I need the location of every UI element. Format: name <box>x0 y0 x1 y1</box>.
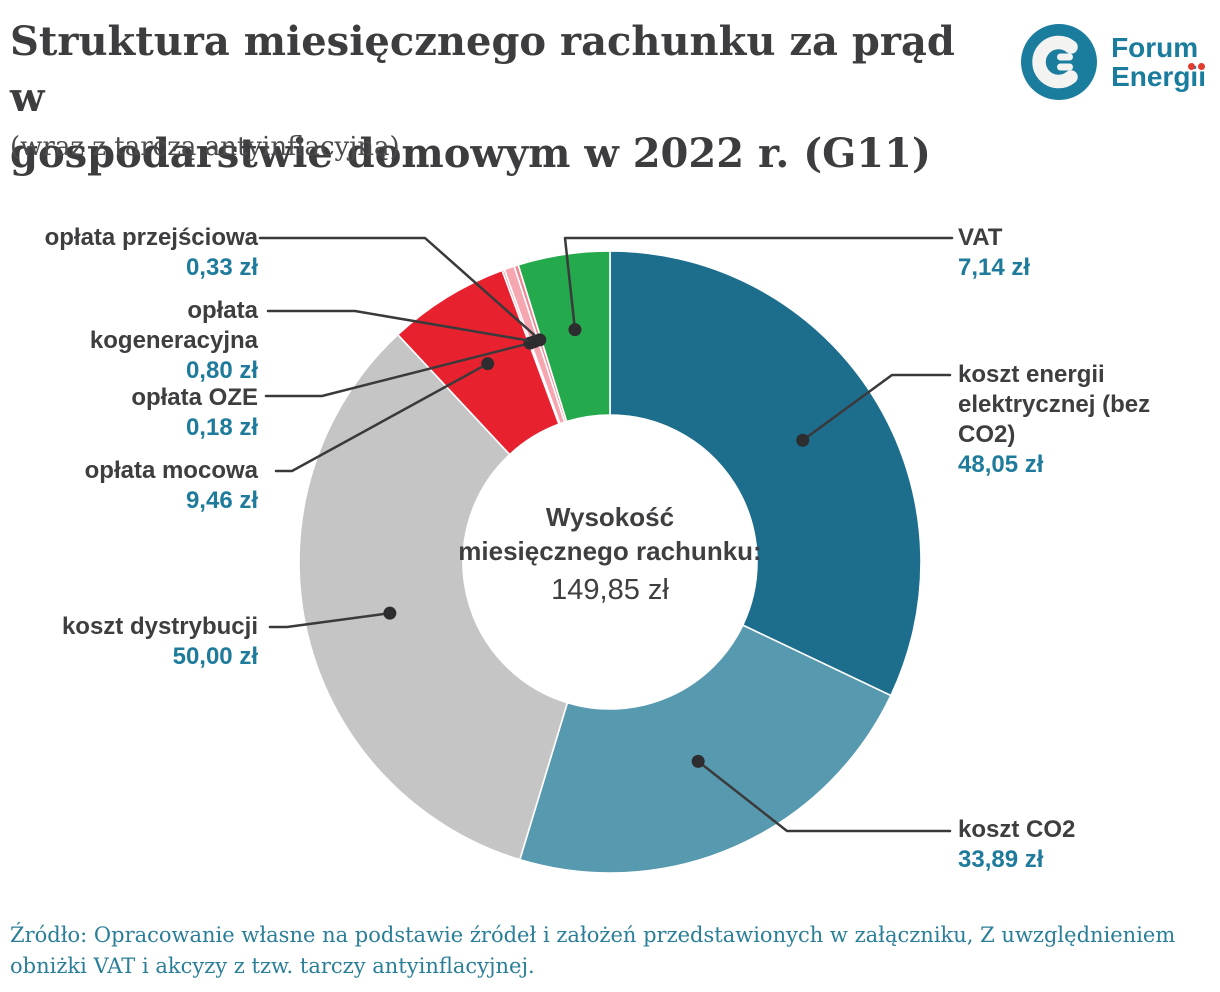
center-total-value: 149,85 zł <box>551 574 669 606</box>
leader-line-6 <box>258 236 541 342</box>
label-koszt-energii: koszt energii elektrycznej (bez CO2) 48,… <box>958 361 1151 478</box>
donut-segment-1 <box>519 624 892 874</box>
source-line-1: Źródło: Opracowanie własne na podstawie … <box>10 923 1176 947</box>
logo-word-energii: Energii <box>1111 61 1206 92</box>
donut-segment-7 <box>517 250 611 423</box>
leader-line-3 <box>274 362 489 473</box>
leader-dot-1 <box>691 754 705 768</box>
forum-energii-logo: Forum Energii <box>1019 22 1206 102</box>
logo-word-forum: Forum <box>1111 32 1199 63</box>
leader-line-4 <box>264 341 532 398</box>
leader-dot-6 <box>533 333 547 347</box>
leader-line-1 <box>696 760 952 833</box>
leader-dot-3 <box>481 357 495 371</box>
page-title: Struktura miesięcznego rachunku za prąd … <box>10 14 970 182</box>
logo-text: Forum Energii <box>1111 33 1206 91</box>
forum-energii-logo-icon <box>1021 24 1098 100</box>
leader-line-7 <box>563 236 954 331</box>
source-line-2: obniżki VAT i akcyzy z tzw. tarczy antyi… <box>10 954 535 978</box>
title-line-2: gospodarstwie domowym w 2022 r. (G11) <box>10 130 931 177</box>
center-line-2: miesięcznego rachunku: <box>458 536 762 566</box>
label-oplata-przejsciowa: opłata przejściowa 0,33 zł <box>44 224 258 281</box>
center-line-1: Wysokość <box>545 502 675 532</box>
label-oplata-oze: opłata OZE 0,18 zł <box>131 384 258 441</box>
label-koszt-dystrybucji: koszt dystrybucji 50,00 zł <box>61 613 258 670</box>
page-subtitle: (wraz z tarczą antyinflacyjną) <box>10 132 400 162</box>
leader-line-0 <box>801 373 952 442</box>
leader-line-5 <box>266 309 536 343</box>
donut-center-label: Wysokość miesięcznego rachunku: 149,85 z… <box>440 500 780 609</box>
logo-red-dot <box>1188 63 1195 70</box>
label-koszt-co2: koszt CO2 33,89 zł <box>958 816 1076 873</box>
leader-line-2 <box>268 611 392 629</box>
donut-segment-0 <box>609 250 922 697</box>
leader-dot-7 <box>568 323 582 337</box>
leader-dot-0 <box>796 433 810 447</box>
logo-red-dot <box>1198 63 1205 70</box>
title-line-1: Struktura miesięcznego rachunku za prąd … <box>10 18 955 121</box>
label-oplata-mocowa: opłata mocowa 9,46 zł <box>84 457 258 514</box>
source-note: Źródło: Opracowanie własne na podstawie … <box>10 920 1215 982</box>
label-vat: VAT 7,14 zł <box>958 224 1031 281</box>
leader-dot-2 <box>383 606 397 620</box>
label-oplata-kogeneracyjna: opłata kogeneracyjna 0,80 zł <box>89 297 258 384</box>
